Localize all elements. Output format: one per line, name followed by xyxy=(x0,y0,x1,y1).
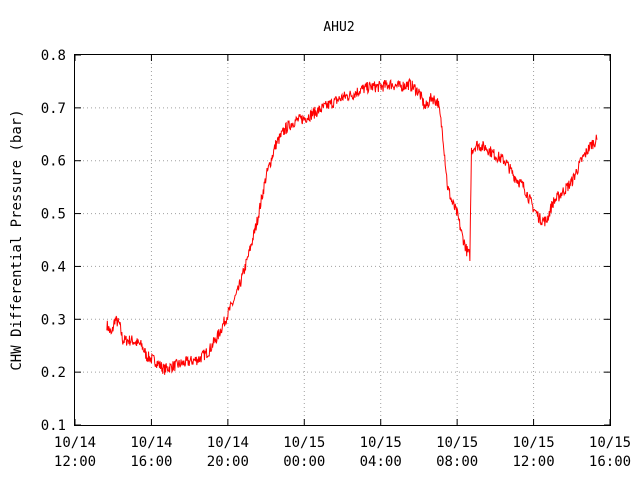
x-tick-date-label: 10/15 xyxy=(512,435,554,451)
series-group xyxy=(106,77,598,375)
y-tick-label: 0.4 xyxy=(41,259,66,275)
x-tick-date-label: 10/14 xyxy=(54,435,96,451)
x-tick-time-label: 04:00 xyxy=(360,454,402,470)
x-tick-date-label: 10/14 xyxy=(207,435,249,451)
y-tick-label: 0.6 xyxy=(41,154,66,170)
x-tick-time-label: 16:00 xyxy=(130,454,172,470)
x-tick-date-label: 10/15 xyxy=(360,435,402,451)
chart-title: AHU2 xyxy=(323,20,354,35)
x-tick-date-label: 10/15 xyxy=(436,435,478,451)
y-axis-label: CHW Differential Pressure (bar) xyxy=(9,109,25,370)
x-tick-date-label: 10/14 xyxy=(130,435,172,451)
x-tick-time-label: 12:00 xyxy=(54,454,96,470)
x-tick-time-label: 00:00 xyxy=(283,454,325,470)
y-axis: 0.1 0.2 0.3 0.4 0.5 0.6 0.7 0.8 xyxy=(41,48,610,434)
x-tick-time-label: 08:00 xyxy=(436,454,478,470)
grid-lines xyxy=(75,55,610,425)
y-tick-label: 0.7 xyxy=(41,101,66,117)
y-tick-label: 0.5 xyxy=(41,207,66,223)
y-tick-label: 0.8 xyxy=(41,48,66,64)
series-line xyxy=(106,77,598,375)
y-tick-label: 0.3 xyxy=(41,312,66,328)
x-tick-time-label: 16:00 xyxy=(589,454,631,470)
x-tick-time-label: 12:00 xyxy=(512,454,554,470)
y-tick-label: 0.2 xyxy=(41,365,66,381)
plot-frame xyxy=(74,54,611,426)
x-tick-date-label: 10/15 xyxy=(589,435,631,451)
x-tick-date-label: 10/15 xyxy=(283,435,325,451)
y-tick-label: 0.1 xyxy=(41,418,66,434)
x-tick-time-label: 20:00 xyxy=(207,454,249,470)
x-axis: 10/14 12:00 10/14 16:00 10/14 20:00 10/15 00:00… xyxy=(54,55,631,470)
